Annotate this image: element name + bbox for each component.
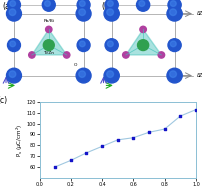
Text: $\delta Z_s$: $\delta Z_s$ bbox=[195, 9, 202, 18]
Circle shape bbox=[169, 9, 176, 15]
Circle shape bbox=[103, 6, 119, 21]
Point bbox=[162, 128, 165, 131]
Circle shape bbox=[9, 71, 16, 77]
Circle shape bbox=[103, 68, 119, 83]
Circle shape bbox=[106, 9, 113, 15]
Circle shape bbox=[10, 1, 16, 6]
Polygon shape bbox=[125, 29, 161, 55]
Point bbox=[53, 165, 57, 168]
Circle shape bbox=[166, 68, 181, 83]
Circle shape bbox=[45, 26, 52, 33]
Circle shape bbox=[122, 52, 128, 58]
Text: (c): (c) bbox=[0, 96, 7, 105]
Y-axis label: P$_s$ ($\mu$C/cm$^2$): P$_s$ ($\mu$C/cm$^2$) bbox=[14, 123, 24, 156]
Text: (b): (b) bbox=[101, 2, 112, 11]
Point bbox=[178, 115, 181, 118]
Circle shape bbox=[136, 0, 149, 11]
Circle shape bbox=[107, 1, 113, 6]
Circle shape bbox=[167, 0, 180, 11]
Text: $\delta Z_s$: $\delta Z_s$ bbox=[195, 71, 202, 80]
Circle shape bbox=[106, 71, 113, 77]
Circle shape bbox=[44, 1, 50, 6]
Text: (a): (a) bbox=[2, 2, 13, 11]
Circle shape bbox=[138, 1, 144, 6]
Circle shape bbox=[139, 26, 146, 33]
Circle shape bbox=[42, 0, 55, 11]
Circle shape bbox=[78, 71, 85, 77]
Circle shape bbox=[63, 52, 69, 58]
Point bbox=[131, 136, 134, 139]
Circle shape bbox=[43, 40, 54, 50]
Circle shape bbox=[7, 0, 20, 11]
Circle shape bbox=[76, 68, 91, 83]
Point bbox=[84, 151, 88, 154]
Circle shape bbox=[6, 68, 21, 83]
Circle shape bbox=[76, 6, 91, 21]
Circle shape bbox=[137, 40, 148, 50]
Circle shape bbox=[105, 39, 118, 52]
Circle shape bbox=[6, 6, 21, 21]
Circle shape bbox=[9, 9, 16, 15]
Point bbox=[116, 138, 119, 141]
X-axis label: Bi(Zn$_{1/2}$Ti$_{1/2}$)O$_3$ (mol): Bi(Zn$_{1/2}$Ti$_{1/2}$)O$_3$ (mol) bbox=[88, 188, 146, 189]
Circle shape bbox=[79, 1, 85, 6]
Point bbox=[193, 108, 197, 111]
Circle shape bbox=[105, 0, 118, 11]
Circle shape bbox=[169, 71, 176, 77]
Circle shape bbox=[169, 41, 175, 47]
Circle shape bbox=[107, 41, 113, 47]
Circle shape bbox=[78, 9, 85, 15]
Circle shape bbox=[167, 39, 180, 52]
Text: Ti/Zn: Ti/Zn bbox=[43, 51, 54, 55]
Circle shape bbox=[77, 39, 90, 52]
Circle shape bbox=[166, 6, 181, 21]
Circle shape bbox=[77, 0, 90, 11]
Circle shape bbox=[79, 41, 85, 47]
Circle shape bbox=[7, 39, 20, 52]
Circle shape bbox=[10, 41, 16, 47]
Point bbox=[100, 145, 103, 148]
Circle shape bbox=[28, 52, 35, 58]
Point bbox=[69, 159, 72, 162]
Polygon shape bbox=[32, 29, 66, 55]
Point bbox=[147, 131, 150, 134]
Circle shape bbox=[169, 1, 175, 6]
Text: O: O bbox=[74, 63, 77, 67]
Circle shape bbox=[157, 52, 164, 58]
Text: Pb/Bi: Pb/Bi bbox=[43, 19, 54, 22]
